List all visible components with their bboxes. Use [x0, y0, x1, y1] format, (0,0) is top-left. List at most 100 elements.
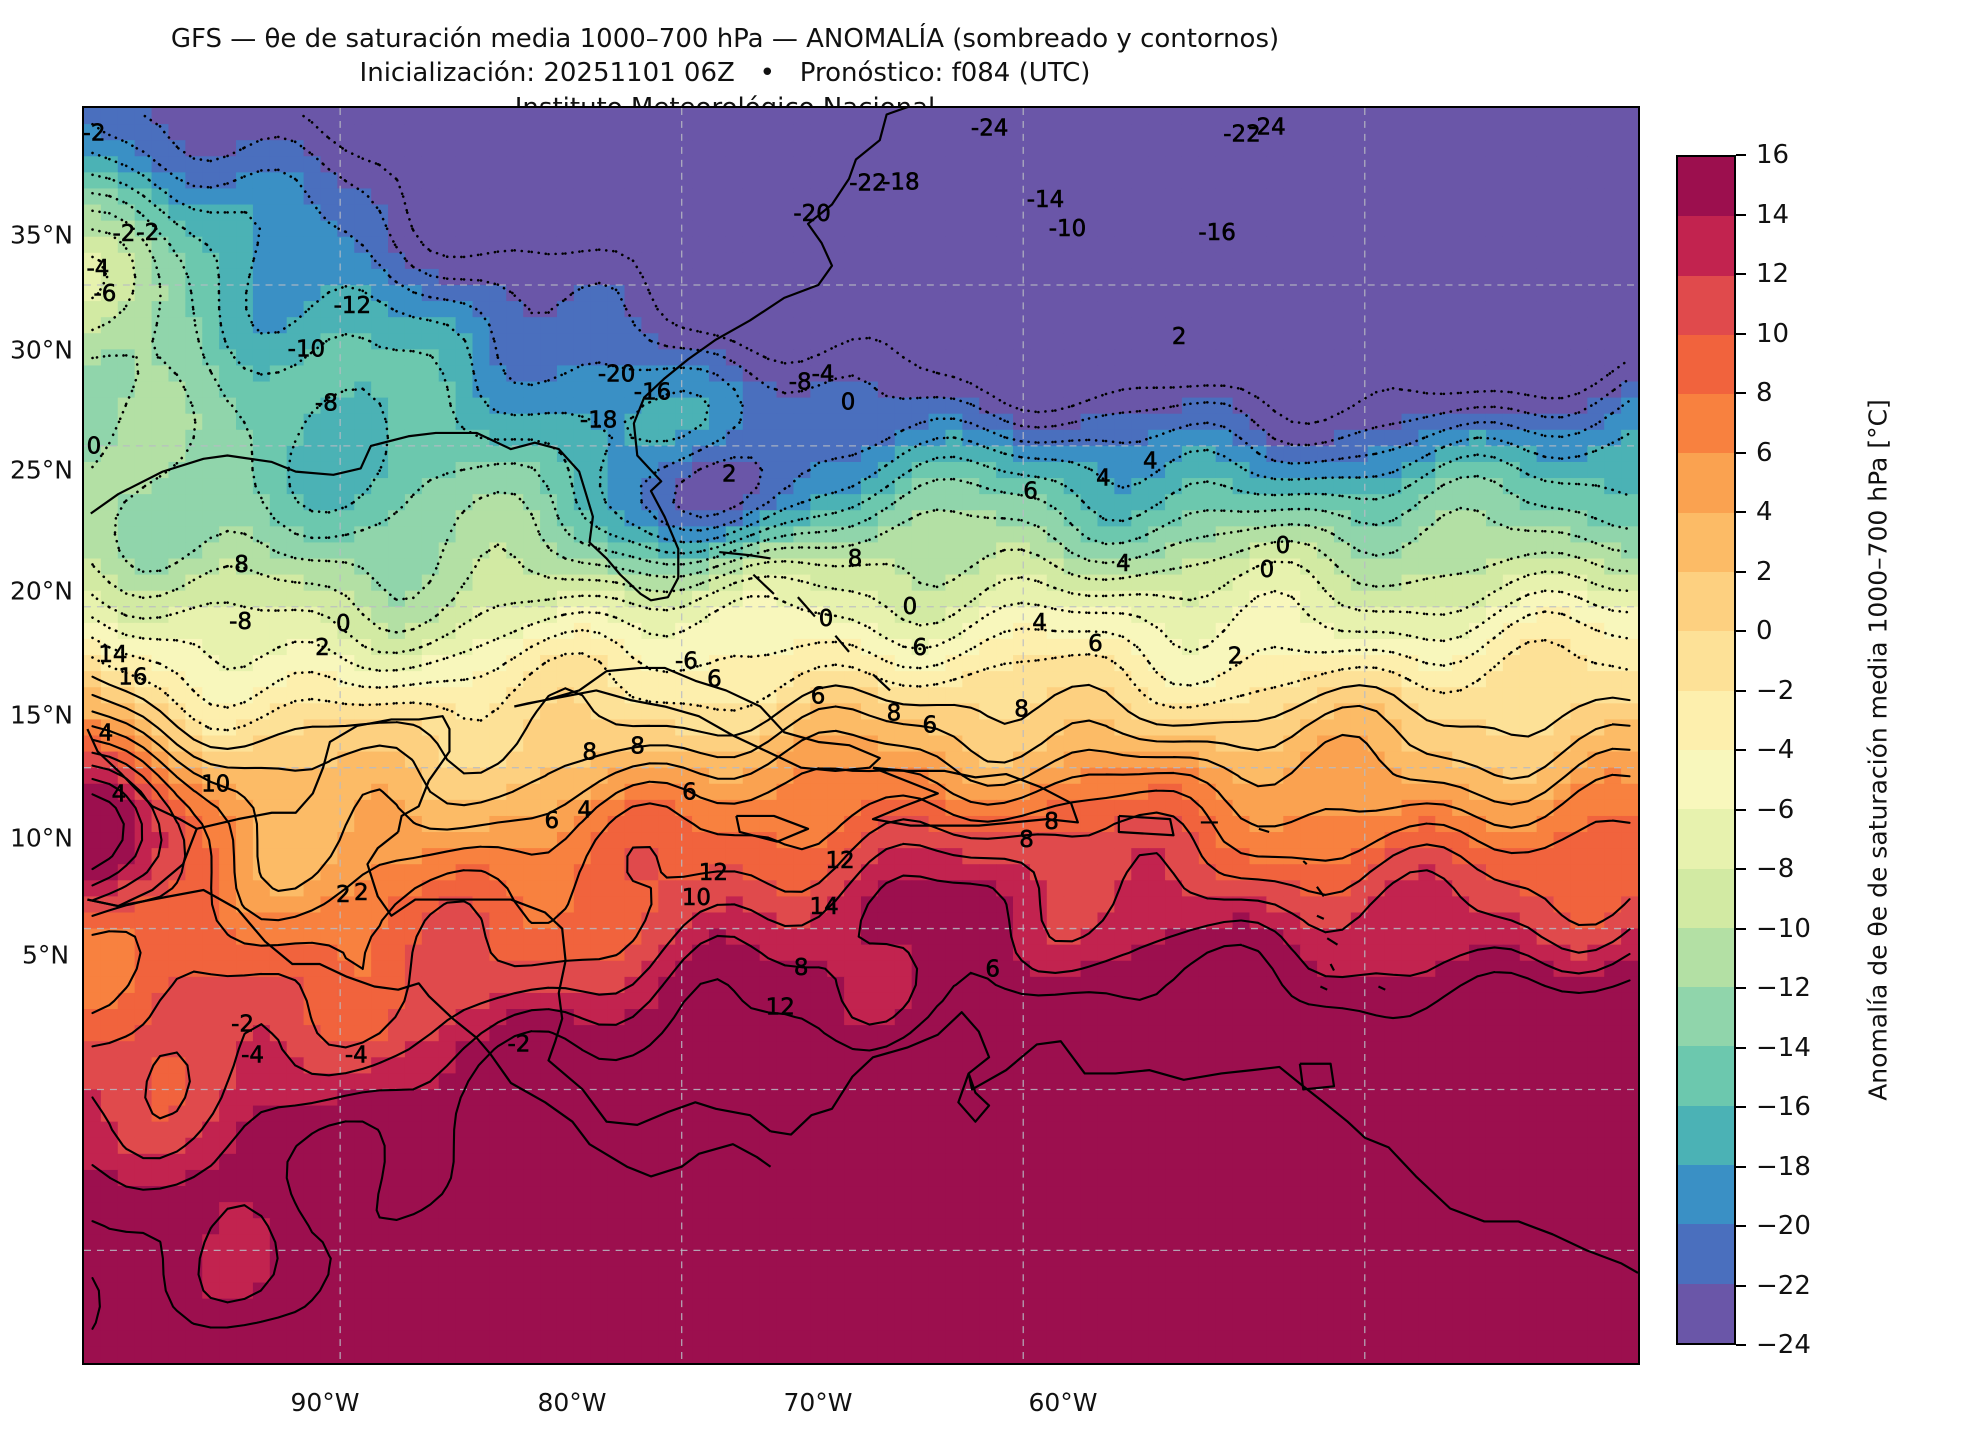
contour-label: -24 — [971, 115, 1008, 141]
contour-label: 6 — [1088, 631, 1103, 657]
colorbar-tick-label: 10 — [1756, 318, 1790, 349]
contour-label: 0 — [1276, 533, 1291, 559]
contour-label: -2 — [112, 221, 135, 247]
colorbar-tick-label: −6 — [1756, 794, 1795, 825]
colorbar-tick-label: −18 — [1756, 1151, 1811, 1182]
colorbar-tick-label: −20 — [1756, 1211, 1811, 1241]
contour-label: -4 — [87, 256, 110, 282]
anomaly-raster — [84, 108, 1638, 1363]
contour-label: 8 — [582, 739, 597, 765]
contour-label: -8 — [315, 391, 338, 417]
colorbar-tick-mark — [1736, 630, 1746, 632]
title-line-2: Inicialización: 20251101 06Z • Pronóstic… — [359, 58, 1091, 89]
colorbar-tick-mark — [1736, 570, 1746, 573]
colorbar-tick-mark — [1736, 273, 1746, 275]
ytick-5N: 5°N — [22, 940, 70, 970]
colorbar-segment — [1678, 987, 1734, 1047]
contour-label: 8 — [1019, 827, 1034, 853]
colorbar-tick-label: −16 — [1756, 1092, 1811, 1122]
anomaly-heatmap-canvas: -24 -24-22-22-18-20-14-10 -16-2-2 -2-4-6 -12… — [84, 108, 1638, 1363]
colorbar-tick-label: 6 — [1756, 437, 1773, 468]
contour-label: 16 — [118, 665, 147, 691]
colorbar-tick-label: 12 — [1756, 259, 1790, 289]
contour-label: 0 — [819, 606, 834, 632]
colorbar-segment — [1678, 157, 1734, 217]
colorbar[interactable] — [1676, 155, 1736, 1345]
colorbar-tick-label: 0 — [1756, 616, 1773, 646]
colorbar-axis-label: Anomalía de θe de saturación media 1000–… — [1863, 399, 1893, 1101]
colorbar-segment — [1678, 1224, 1734, 1284]
contour-label: 6 — [923, 713, 938, 739]
coastline — [1326, 937, 1339, 946]
colorbar-segment — [1678, 1046, 1734, 1106]
colorbar-ticks: 16 14 12 10 8 6 4 2 0 −2 −4 −6 −8 −10 −12 −14 −16 −18 −20 −… — [1736, 140, 1936, 1360]
map-plot-area[interactable]: -24 -24 -22 -22 -18 -20 -14 -10 -16 -2 -2 -2 -4 -6 -12… — [82, 106, 1640, 1365]
contour-line — [91, 675, 1631, 775]
colorbar-tick-mark — [1736, 1165, 1746, 1168]
coastline — [1319, 985, 1328, 991]
xtick-60W: 60°W — [1028, 1388, 1098, 1417]
contour-label: 14 — [810, 894, 839, 920]
colorbar-tick-mark — [1736, 1225, 1746, 1227]
coastline — [86, 715, 451, 833]
colorbar-tick-mark — [1736, 1106, 1746, 1108]
colorbar-tick-label: −2 — [1756, 675, 1795, 706]
colorbar-tick-mark — [1736, 987, 1746, 989]
coastline — [1298, 1062, 1336, 1091]
contour-label: 14 — [98, 642, 127, 668]
contour-label: 4 — [99, 721, 114, 747]
coastline — [834, 635, 850, 653]
contour-label: 12 — [766, 995, 795, 1021]
coastline — [1316, 914, 1325, 920]
contour-label: 8 — [630, 733, 645, 759]
colorbar-tick-mark — [1736, 1284, 1746, 1287]
colorbar-tick-mark — [1736, 511, 1746, 513]
contour-label: -22 — [1223, 121, 1260, 147]
colorbar-tick-mark — [1736, 927, 1746, 930]
contour-label: -6 — [675, 649, 698, 675]
contour-label: -10 — [1049, 216, 1086, 242]
contour-label: 2 — [336, 882, 351, 908]
contour-label: 8 — [1044, 809, 1059, 835]
contour-label: -20 — [793, 201, 830, 227]
contour-label: 12 — [699, 860, 728, 886]
colorbar-tick-mark — [1736, 689, 1746, 692]
ytick-20N: 20°N — [10, 576, 74, 606]
contour-line — [91, 191, 1631, 566]
title-line-1: GFS — θe de saturación media 1000–700 hP… — [170, 24, 1280, 54]
contour-line — [91, 151, 1631, 544]
contour-label: -14 — [1027, 187, 1064, 213]
contour-line — [302, 114, 1631, 425]
coastline — [752, 573, 775, 595]
contour-line — [143, 114, 1631, 519]
contour-label: 10 — [201, 771, 230, 797]
contour-label: 2 — [1172, 324, 1187, 350]
contour-label: -8 — [229, 609, 252, 635]
contour-label: 4 — [577, 797, 592, 823]
contour-label: -16 — [1198, 220, 1235, 246]
coastline — [1316, 886, 1325, 898]
colorbar-segment — [1678, 927, 1734, 988]
contour-label: 0 — [336, 611, 351, 637]
contour-line — [91, 173, 1631, 555]
coastline — [735, 814, 810, 843]
ytick-30N: 30°N — [10, 335, 74, 365]
ytick-10N: 10°N — [10, 823, 74, 853]
colorbar-segment — [1678, 572, 1734, 632]
contour-line — [91, 777, 1631, 1304]
contour-label: -2 — [231, 1012, 254, 1038]
contour-line — [91, 589, 1631, 673]
contour-label: 4 — [1143, 448, 1158, 474]
contour-label: 8 — [234, 552, 249, 578]
coastline — [1302, 860, 1308, 865]
contour-label: -22 — [849, 170, 886, 196]
contour-label: 0 — [903, 594, 918, 620]
colorbar-tick-label: −8 — [1756, 854, 1795, 884]
contour-label: -16 — [634, 380, 671, 406]
coastline — [770, 1011, 1638, 1274]
contour-label: 6 — [985, 957, 1000, 983]
colorbar-tick-label: 14 — [1756, 199, 1790, 230]
contour-label: 6 — [544, 808, 559, 834]
colorbar-segment — [1678, 1165, 1734, 1225]
